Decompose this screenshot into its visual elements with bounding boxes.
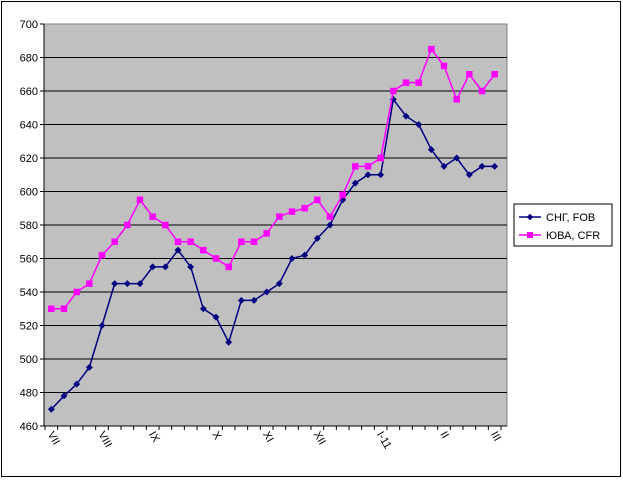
series-group: [47, 45, 499, 413]
data-point: [263, 230, 270, 237]
data-point: [314, 196, 321, 204]
legend-marker: [527, 232, 533, 238]
data-point: [478, 162, 486, 170]
data-point: [326, 221, 334, 229]
data-point: [313, 234, 321, 242]
data-point: [212, 255, 220, 262]
data-point: [73, 380, 81, 388]
data-point: [288, 208, 296, 215]
y-tick-label: 680: [20, 53, 38, 65]
data-point: [263, 288, 271, 296]
data-point: [149, 213, 156, 220]
legend-label: ЮВА, CFR: [546, 230, 600, 242]
data-point: [352, 163, 359, 170]
data-point: [73, 288, 80, 296]
data-point: [301, 251, 309, 259]
data-point: [326, 213, 334, 220]
data-point: [47, 405, 55, 413]
data-point: [86, 280, 93, 287]
x-tick-label: VII: [45, 430, 62, 448]
data-point: [187, 238, 194, 245]
data-point: [85, 363, 93, 371]
data-point: [351, 179, 359, 187]
data-point: [174, 246, 182, 254]
y-tick-label: 540: [20, 287, 38, 299]
data-point: [136, 280, 144, 288]
data-point: [136, 196, 144, 204]
data-point: [250, 238, 258, 245]
data-point: [98, 321, 106, 330]
data-point: [377, 154, 384, 162]
data-point: [402, 112, 410, 120]
data-point: [288, 254, 296, 263]
data-point: [212, 313, 220, 321]
legend-box: [513, 203, 613, 247]
data-point: [415, 120, 423, 129]
data-point: [200, 246, 207, 254]
data-point: [237, 296, 245, 304]
data-point: [60, 392, 68, 400]
data-point: [174, 238, 182, 245]
data-point: [415, 79, 422, 86]
data-point: [440, 62, 448, 70]
y-tick-label: 580: [20, 220, 38, 232]
data-point: [465, 171, 473, 179]
y-tick-label: 700: [20, 19, 38, 31]
y-tick-label: 660: [20, 86, 38, 98]
data-point: [440, 162, 448, 170]
data-point: [162, 221, 169, 229]
y-tick-label: 600: [20, 187, 38, 199]
data-point: [339, 191, 346, 199]
data-point: [111, 280, 119, 288]
y-tick-label: 560: [20, 254, 38, 266]
data-point: [364, 171, 372, 179]
y-tick-label: 500: [20, 354, 38, 366]
legend: СНГ, FOB ЮВА, CFR: [513, 203, 613, 247]
legend-marker: [526, 213, 534, 221]
data-point: [466, 71, 473, 78]
y-tick-label: 520: [20, 321, 38, 333]
data-point: [427, 146, 435, 154]
data-point: [276, 213, 283, 220]
data-point: [453, 154, 461, 162]
y-tick-label: 480: [20, 388, 38, 400]
data-point: [275, 280, 283, 288]
data-point: [149, 263, 157, 271]
data-point: [48, 305, 55, 312]
data-point: [301, 205, 308, 212]
data-point: [491, 71, 498, 78]
data-point: [478, 87, 486, 95]
data-point: [364, 163, 372, 170]
data-point: [124, 221, 131, 229]
data-point: [111, 238, 118, 245]
data-point: [390, 87, 397, 95]
data-point: [187, 263, 195, 271]
x-tick-label: II: [437, 430, 450, 441]
x-tick-label: XI: [260, 430, 276, 445]
y-tick-label: 460: [20, 421, 38, 433]
legend-label: СНГ, FOB: [546, 212, 595, 224]
data-point: [60, 305, 68, 312]
data-point: [491, 162, 499, 170]
y-tick-label: 640: [20, 120, 38, 132]
x-tick-label: XII: [311, 430, 328, 448]
data-point: [98, 251, 106, 259]
data-point: [225, 338, 233, 346]
data-point: [238, 238, 245, 245]
gridlines: [44, 57, 507, 393]
data-point: [250, 296, 258, 304]
data-point: [428, 45, 435, 53]
data-point: [123, 280, 131, 288]
data-point: [225, 263, 232, 271]
data-point: [161, 263, 169, 271]
data-point: [453, 96, 460, 103]
data-point: [402, 79, 410, 86]
data-point: [377, 171, 385, 179]
y-tick-label: 620: [20, 153, 38, 165]
data-point: [199, 305, 207, 313]
